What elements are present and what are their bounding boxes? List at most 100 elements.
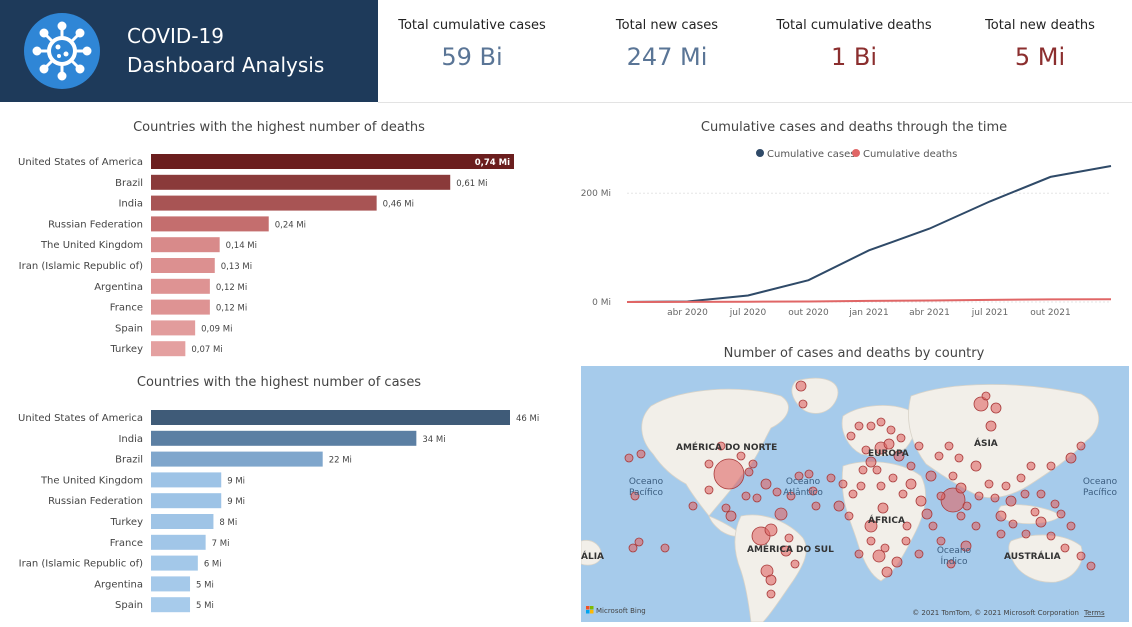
bar-value-label: 0,74 Mi (475, 158, 510, 168)
bar[interactable] (151, 597, 191, 613)
bar[interactable] (151, 154, 514, 169)
map-bubble (995, 510, 1007, 522)
map-bubble (636, 449, 646, 459)
bar[interactable] (151, 576, 191, 592)
bar-category-label: France (110, 303, 143, 314)
bar-value-label: 8 Mi (219, 518, 237, 528)
kpi-label: Total new cases (615, 18, 719, 33)
map-bubble (906, 461, 916, 471)
map-bubble (880, 543, 890, 553)
map-bubble (741, 491, 751, 501)
bar-value-label: 0,61 Mi (456, 179, 487, 189)
map-bubble (704, 485, 714, 495)
virus-icon (24, 13, 100, 89)
map-bubble (795, 380, 807, 392)
map-bubble (971, 521, 981, 531)
map-bubble (891, 556, 903, 568)
bar-category-label: India (118, 434, 143, 445)
bar[interactable] (151, 299, 210, 315)
map-bubble (1050, 499, 1060, 509)
map-bubble (876, 417, 886, 427)
bar[interactable] (151, 514, 214, 529)
terms-link[interactable]: Terms (1083, 609, 1105, 617)
bar-category-label: Iran (Islamic Republic of) (19, 559, 143, 570)
kpi-total-cumulative-deaths[interactable]: Total cumulative deaths 1 Bi (760, 0, 948, 71)
map-bubble (660, 543, 670, 553)
map-bubble (794, 471, 804, 481)
bar[interactable] (151, 278, 210, 294)
bar[interactable] (151, 555, 198, 571)
label-north-america: AMÉRICA DO NORTE (676, 441, 777, 453)
dashboard-title: COVID-19 Dashboard Analysis (127, 22, 324, 80)
ocean-labels: Oceano Pacífico Oceano Atlântico Oceano … (629, 477, 1118, 567)
bar-category-label: Spain (115, 323, 143, 334)
bar[interactable] (151, 320, 196, 336)
bar[interactable] (151, 237, 220, 253)
map-bubble (784, 533, 794, 543)
map-bubble (866, 421, 876, 431)
map-bubble (886, 425, 896, 435)
map-bubble (973, 396, 989, 412)
bing-logo: Microsoft Bing (586, 606, 646, 615)
bar[interactable] (151, 430, 417, 446)
bar[interactable] (151, 451, 323, 467)
bar-value-label: 6 Mi (204, 560, 222, 570)
kpi-total-new-deaths[interactable]: Total new deaths 5 Mi (946, 0, 1132, 71)
series-line[interactable] (626, 165, 1112, 303)
cases-bar-chart[interactable]: United States of America 46 Mi India 34 Mi B… (0, 406, 560, 620)
map-bubble (877, 502, 889, 514)
bar-value-label: 0,09 Mi (201, 324, 232, 334)
bar[interactable] (151, 174, 451, 190)
bar[interactable] (151, 410, 510, 425)
series-line[interactable] (626, 298, 1112, 303)
bar-category-label: France (110, 538, 143, 549)
map-bubble (1021, 529, 1031, 539)
map-bubble (856, 481, 866, 491)
map-bubble (914, 549, 924, 559)
bar[interactable] (151, 534, 206, 550)
title-line-2: Dashboard Analysis (127, 53, 325, 77)
map-bubble (628, 543, 638, 553)
cases-chart-title: Countries with the highest number of cas… (136, 375, 422, 390)
bar[interactable] (151, 341, 186, 357)
bar[interactable] (151, 493, 222, 509)
map-bubble (634, 537, 644, 547)
bar[interactable] (151, 216, 269, 232)
map-bubble (764, 523, 778, 537)
title-line-1: COVID-19 (127, 24, 225, 48)
map-bubble (901, 536, 911, 546)
bar-value-label: 9 Mi (227, 497, 245, 507)
map-bubble (854, 421, 864, 431)
bar-category-label: The United Kingdom (40, 240, 143, 251)
bar-value-label: 0,07 Mi (191, 345, 222, 355)
map-bubble (772, 487, 782, 497)
map-bubble (883, 438, 895, 450)
deaths-chart-title: Countries with the highest number of dea… (133, 120, 425, 135)
kpi-total-new-cases[interactable]: Total new cases 247 Mi (573, 0, 761, 71)
label-australia-left: ÁLIA (581, 550, 604, 562)
bar-category-label: Turkey (109, 517, 143, 528)
map-bubble (1008, 519, 1018, 529)
map-bubble (1066, 521, 1076, 531)
label-africa: ÁFRICA (868, 514, 905, 526)
bar-category-label: Brazil (115, 455, 143, 466)
map-bubble (936, 536, 946, 546)
kpi-total-cumulative-cases[interactable]: Total cumulative cases 59 Bi (378, 0, 566, 71)
deaths-bar-chart[interactable]: United States of America 0,74 Mi Brazil 0,6… (0, 150, 560, 364)
bar-category-label: United States of America (18, 413, 143, 424)
map-bubble (811, 501, 821, 511)
map-bubble (786, 491, 796, 501)
map-bubble (858, 465, 868, 475)
bar-value-label: 0,12 Mi (216, 304, 247, 314)
bar[interactable] (151, 472, 222, 488)
map-bubble (984, 479, 994, 489)
world-map[interactable]: AMÉRICA DO NORTE AMÉRICA DO SUL EUROPA Á… (581, 366, 1129, 622)
map-labels: AMÉRICA DO NORTE AMÉRICA DO SUL EUROPA Á… (581, 437, 1061, 562)
cumulative-line-chart[interactable]: Cumulative cases Cumulative deaths 0 Mi 200… (565, 140, 1125, 330)
map-bubble (826, 473, 836, 483)
map-bubble (1035, 516, 1047, 528)
bar[interactable] (151, 195, 377, 211)
bar[interactable] (151, 258, 215, 273)
y-tick-label: 0 Mi (592, 298, 611, 308)
label-pacific-left-2: Pacífico (629, 488, 664, 498)
